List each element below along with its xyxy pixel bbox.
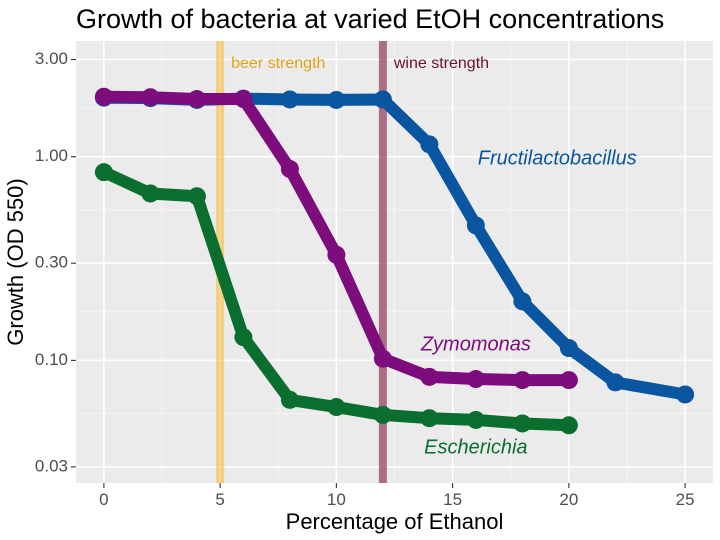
y-tick-label: 0.30 bbox=[35, 253, 68, 272]
y-tick-label: 0.10 bbox=[35, 350, 68, 369]
y-axis-title: Growth (OD 550) bbox=[3, 178, 28, 346]
series-label: Escherichia bbox=[424, 437, 527, 459]
reference-line-label: beer strength bbox=[231, 55, 325, 72]
data-point bbox=[234, 328, 253, 347]
data-point bbox=[466, 216, 485, 235]
series-group: Zymomonas bbox=[94, 87, 578, 390]
y-tick-label: 1.00 bbox=[35, 146, 68, 165]
series-group: Escherichia bbox=[94, 163, 578, 459]
data-point bbox=[373, 90, 392, 109]
data-point bbox=[280, 160, 299, 179]
data-point bbox=[559, 416, 578, 435]
data-point bbox=[187, 187, 206, 206]
data-point bbox=[141, 88, 160, 107]
data-point bbox=[373, 349, 392, 368]
data-point bbox=[513, 414, 532, 433]
data-point bbox=[94, 163, 113, 182]
series-label: Fructilactobacillus bbox=[478, 148, 637, 170]
x-axis-title: Percentage of Ethanol bbox=[286, 509, 504, 534]
data-point bbox=[513, 371, 532, 390]
x-tick-label: 15 bbox=[443, 490, 462, 509]
data-point bbox=[420, 409, 439, 428]
data-point bbox=[559, 371, 578, 390]
y-tick-label: 0.03 bbox=[35, 456, 68, 475]
data-point bbox=[94, 87, 113, 106]
y-tick-label: 3.00 bbox=[35, 49, 68, 68]
data-series: Fructilactobacillus Zymomonas Escherichia bbox=[94, 87, 695, 459]
data-point bbox=[141, 184, 160, 203]
data-point bbox=[420, 135, 439, 154]
data-point bbox=[327, 90, 346, 109]
chart-title: Growth of bacteria at varied EtOH concen… bbox=[76, 4, 664, 34]
x-tick-label: 20 bbox=[559, 490, 578, 509]
x-axis-ticks: 0 5 10 15 20 25 bbox=[99, 483, 695, 509]
series-label: Zymomonas bbox=[420, 333, 531, 355]
data-point bbox=[187, 90, 206, 109]
x-tick-label: 0 bbox=[99, 490, 108, 509]
data-point bbox=[280, 90, 299, 109]
data-point bbox=[327, 398, 346, 417]
data-point bbox=[466, 410, 485, 429]
reference-line-label: wine strength bbox=[393, 55, 489, 72]
x-tick-label: 25 bbox=[676, 490, 695, 509]
data-point bbox=[420, 367, 439, 386]
x-tick-label: 5 bbox=[215, 490, 224, 509]
data-point bbox=[280, 390, 299, 409]
data-point bbox=[676, 385, 695, 404]
data-point bbox=[234, 90, 253, 109]
data-point bbox=[466, 370, 485, 389]
data-point bbox=[559, 339, 578, 358]
data-point bbox=[327, 245, 346, 264]
data-point bbox=[513, 292, 532, 311]
x-tick-label: 10 bbox=[327, 490, 346, 509]
data-point bbox=[606, 373, 625, 392]
data-point bbox=[373, 405, 392, 424]
y-axis-ticks: 0.03 0.10 0.30 1.00 3.00 bbox=[35, 49, 76, 475]
